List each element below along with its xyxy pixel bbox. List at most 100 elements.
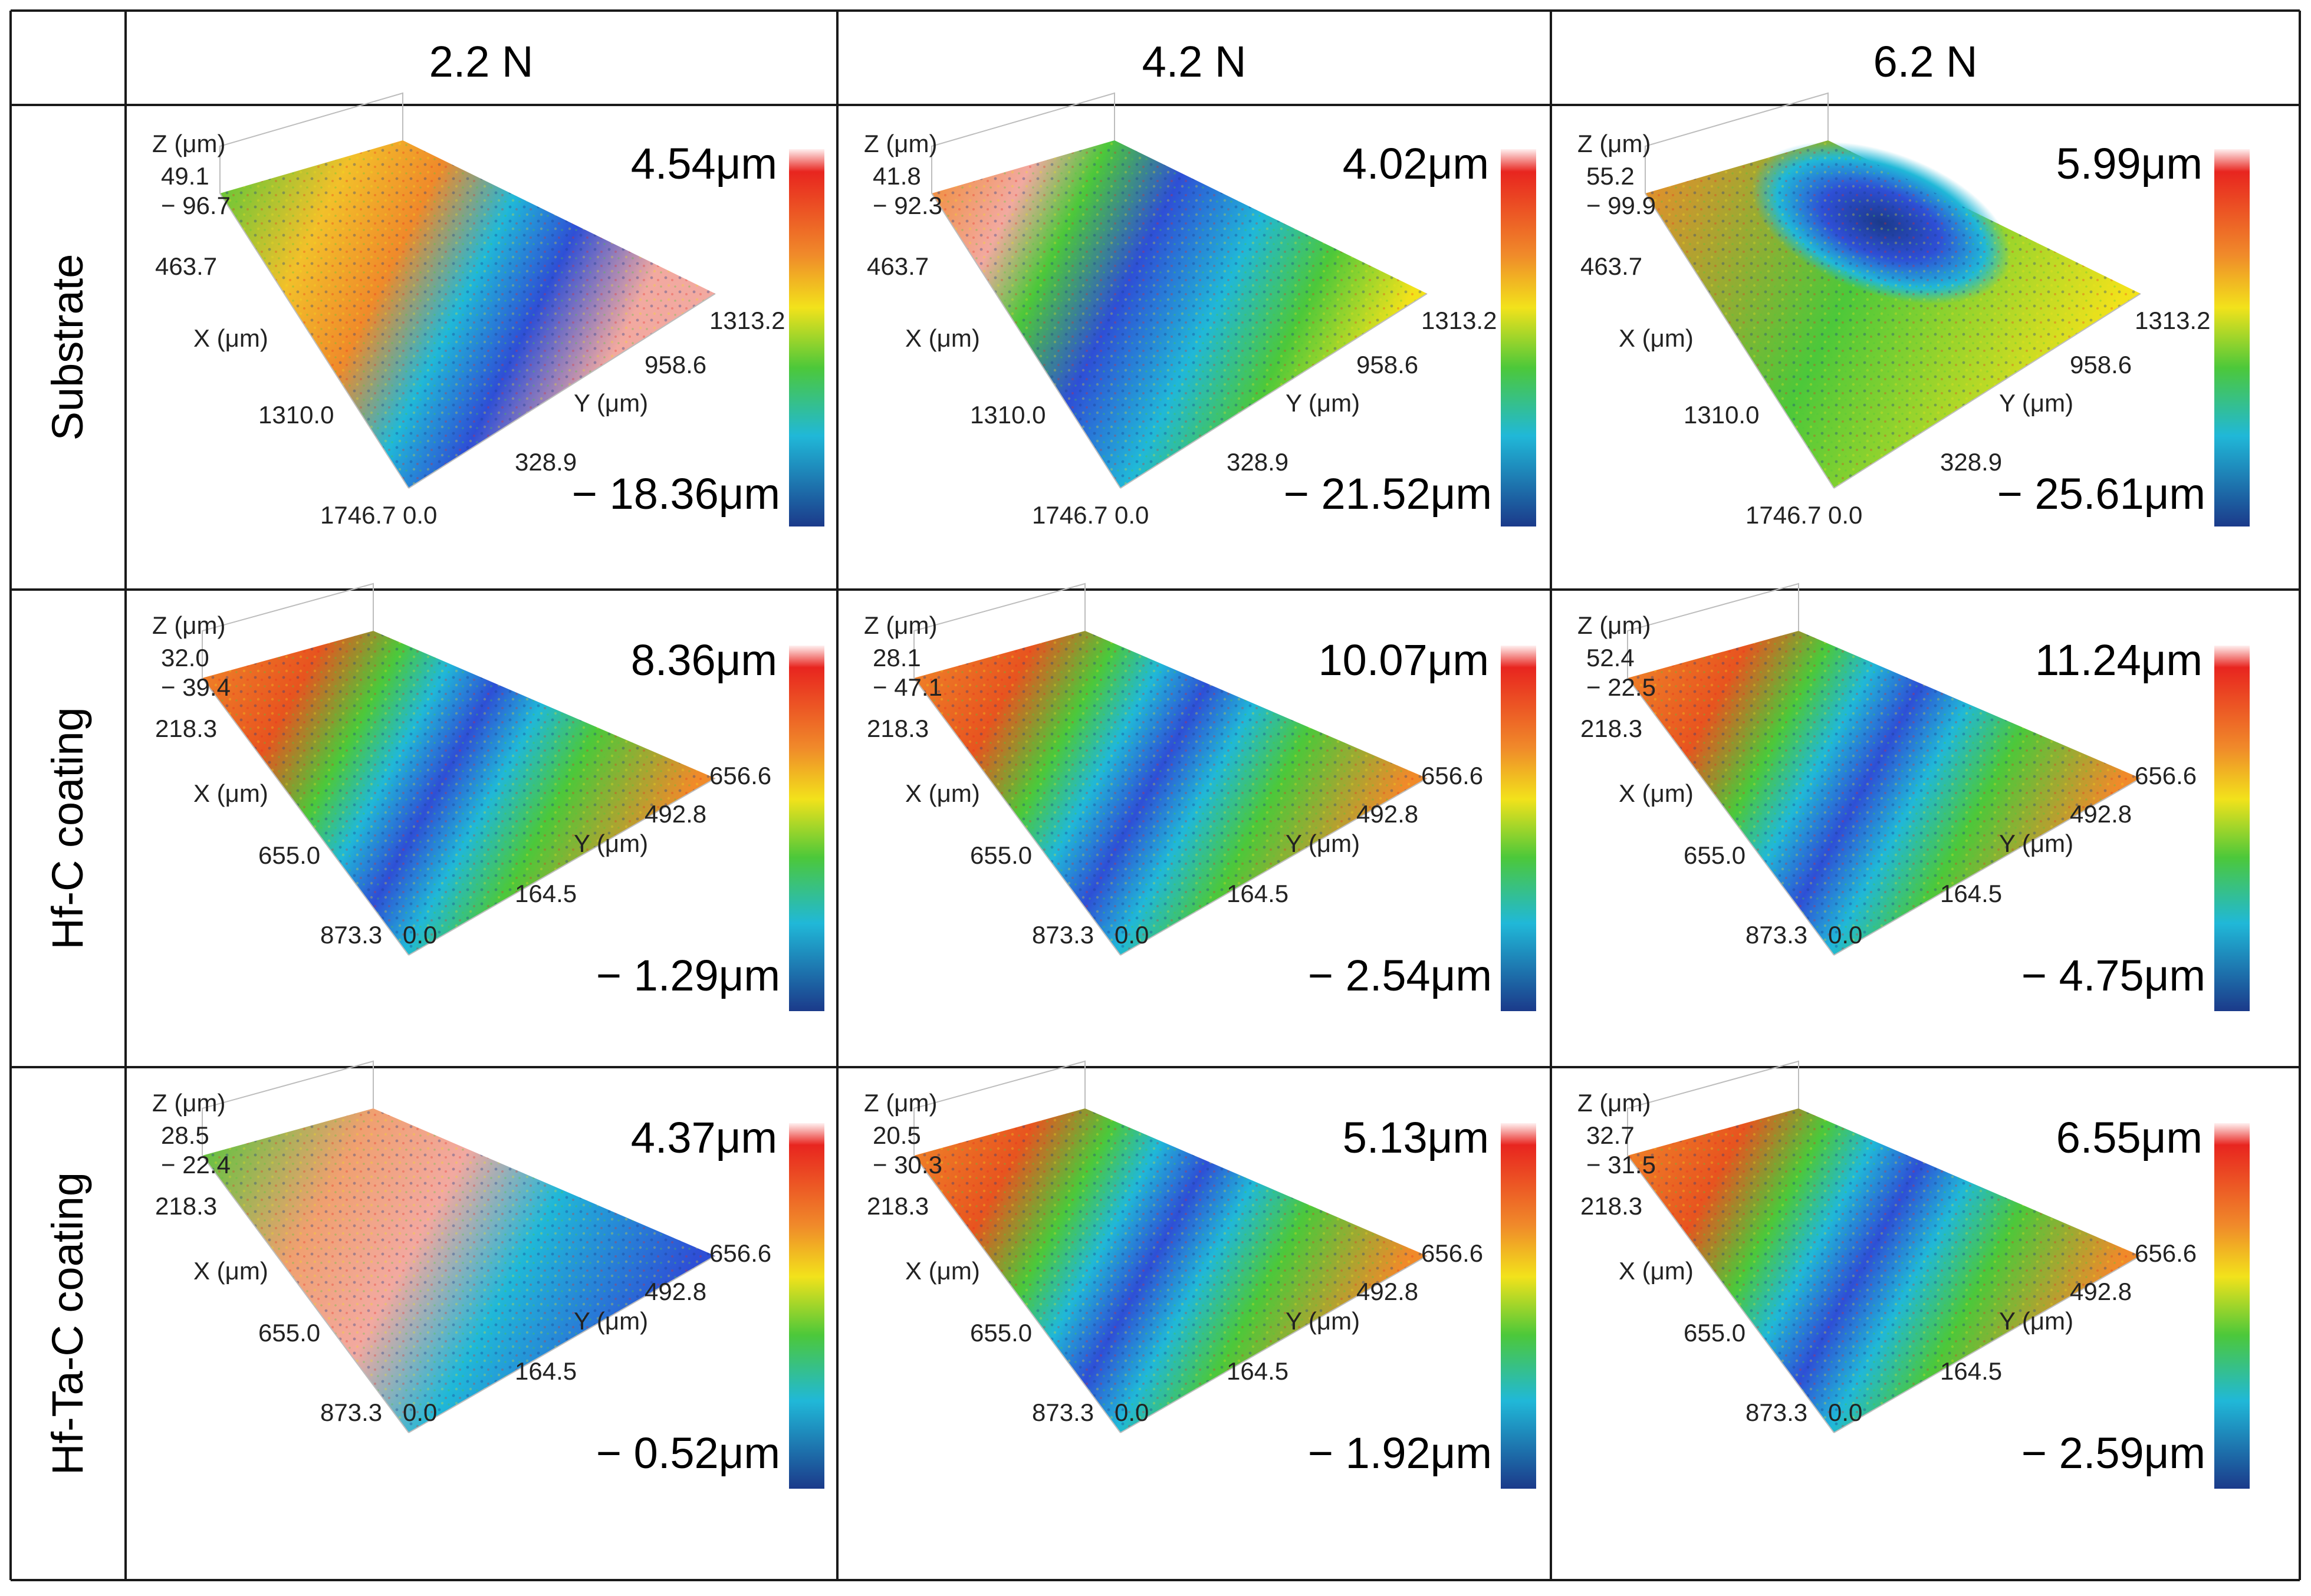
surface-texture (932, 140, 1427, 488)
z-axis-label: Z (μm) (864, 611, 937, 639)
height-max-label: 6.55μm (2056, 1113, 2202, 1162)
z-tick-low: − 47.1 (873, 673, 942, 701)
z-tick-low: − 92.3 (873, 192, 942, 219)
x-axis-label: X (μm) (905, 324, 980, 352)
height-colorbar (789, 1123, 824, 1489)
x-tick-2: 1310.0 (970, 401, 1046, 429)
x-tick-2: 655.0 (970, 1319, 1032, 1347)
z-tick-low: − 39.4 (161, 673, 231, 701)
x-tick-2: 655.0 (258, 1319, 320, 1347)
y-tick-2: 958.6 (645, 351, 706, 379)
y-tick-3: 1313.2 (1421, 307, 1497, 334)
y-tick-1: 328.9 (1227, 448, 1288, 476)
y-axis-label: Y (μm) (1286, 1307, 1360, 1335)
x-tick-3: 873.3 (320, 921, 382, 949)
x-axis-label: X (μm) (905, 1257, 980, 1285)
height-colorbar (2214, 646, 2250, 1011)
y-tick-0: 0.0 (1115, 921, 1149, 949)
y-tick-1: 164.5 (515, 1357, 577, 1385)
z-tick-low: − 31.5 (1586, 1151, 1656, 1179)
surface-texture (1628, 1108, 2141, 1433)
x-tick-1: 218.3 (867, 715, 929, 742)
x-axis-label: X (μm) (1619, 324, 1694, 352)
z-tick-high: 41.8 (873, 162, 921, 190)
box-frame-y-axis (1833, 1255, 2141, 1433)
z-tick-low: − 22.4 (161, 1151, 231, 1179)
x-tick-1: 218.3 (155, 1192, 217, 1220)
y-tick-1: 164.5 (1940, 880, 2002, 907)
y-tick-3: 656.6 (709, 762, 771, 789)
y-tick-2: 492.8 (645, 1278, 706, 1305)
surface-texture (914, 1108, 1427, 1433)
y-tick-1: 164.5 (1227, 880, 1288, 907)
z-tick-high: 28.5 (161, 1121, 209, 1149)
box-frame-top (1645, 92, 1829, 193)
surface-map-cell-r1-c3: Z (μm) 55.2− 99.9 463.7 X (μm) 1310.0 1746.7 0… (1577, 92, 2250, 529)
y-tick-0: 0.0 (1828, 501, 1862, 529)
height-min-label: − 2.59μm (2021, 1429, 2205, 1477)
height-max-label: 5.99μm (2056, 139, 2202, 188)
column-header-4-2n: 4.2 N (1142, 37, 1247, 86)
box-frame-top (1627, 1060, 1799, 1156)
x-tick-3: 873.3 (1032, 1398, 1094, 1426)
box-frame-x-axis (913, 1155, 1121, 1433)
x-tick-2: 655.0 (970, 841, 1032, 869)
x-tick-3: 873.3 (320, 1398, 382, 1426)
height-max-label: 4.54μm (631, 139, 777, 188)
height-min-label: − 1.29μm (596, 951, 780, 1000)
box-frame-x-axis (913, 677, 1121, 956)
surface-map-cell-r1-c2: Z (μm) 41.8− 92.3 463.7 X (μm) 1310.0 1746.7 0… (864, 92, 1536, 529)
height-colorbar (789, 149, 824, 526)
box-frame-y-axis (408, 778, 716, 956)
row-label-hf-ta-c-coating: Hf-Ta-C coating (43, 1172, 92, 1475)
box-frame-x-axis (1627, 677, 1835, 956)
box-frame-y-axis (408, 1255, 716, 1433)
y-tick-0: 0.0 (1828, 1398, 1862, 1426)
height-max-label: 8.36μm (631, 636, 777, 685)
y-tick-0: 0.0 (403, 1398, 437, 1426)
x-tick-1: 463.7 (1580, 252, 1642, 280)
y-tick-2: 492.8 (2070, 1278, 2132, 1305)
z-tick-high: 20.5 (873, 1121, 921, 1149)
y-tick-0: 0.0 (403, 501, 437, 529)
box-frame-x-axis (1645, 193, 1835, 489)
y-tick-1: 328.9 (1940, 448, 2002, 476)
z-tick-low: − 99.9 (1586, 192, 1656, 219)
box-frame-top (219, 92, 403, 193)
box-frame-y-axis (408, 293, 716, 489)
x-tick-3: 873.3 (1032, 921, 1094, 949)
x-tick-1: 463.7 (155, 252, 217, 280)
column-header-6-2n: 6.2 N (1873, 37, 1978, 86)
x-tick-1: 218.3 (1580, 715, 1642, 742)
surface-texture (1628, 631, 2141, 955)
x-tick-1: 218.3 (155, 715, 217, 742)
box-frame-top (202, 583, 374, 678)
box-frame-top (913, 1060, 1086, 1156)
y-tick-2: 492.8 (1356, 1278, 1418, 1305)
height-colorbar (789, 646, 824, 1011)
y-axis-label: Y (μm) (574, 389, 648, 417)
height-min-label: − 2.54μm (1308, 951, 1492, 1000)
y-axis-label: Y (μm) (1999, 389, 2073, 417)
z-tick-high: 49.1 (161, 162, 209, 190)
surface-texture (1645, 140, 2141, 488)
y-tick-1: 164.5 (1227, 1357, 1288, 1385)
surface-map-cell-r3-c2: Z (μm) 20.5− 30.3 218.3 X (μm) 655.0 873.3 0.0… (864, 1060, 1536, 1489)
box-frame-y-axis (1120, 778, 1428, 956)
x-tick-3: 873.3 (1745, 1398, 1807, 1426)
box-frame-x-axis (219, 193, 409, 489)
y-axis-label: Y (μm) (1286, 830, 1360, 857)
y-axis-label: Y (μm) (574, 1307, 648, 1335)
height-colorbar (1501, 1123, 1536, 1489)
height-colorbar (1501, 646, 1536, 1011)
surface-map-cell-r3-c1: Z (μm) 28.5− 22.4 218.3 X (μm) 655.0 873.3 0.0… (152, 1060, 824, 1489)
y-tick-0: 0.0 (1828, 921, 1862, 949)
height-min-label: − 0.52μm (596, 1429, 780, 1477)
surface-texture (914, 631, 1427, 955)
y-axis-label: Y (μm) (1999, 1307, 2073, 1335)
surface-texture (202, 1108, 715, 1433)
box-frame-y-axis (1833, 293, 2141, 489)
height-min-label: − 21.52μm (1284, 469, 1492, 518)
y-tick-0: 0.0 (1115, 501, 1149, 529)
z-axis-label: Z (μm) (864, 1089, 937, 1117)
